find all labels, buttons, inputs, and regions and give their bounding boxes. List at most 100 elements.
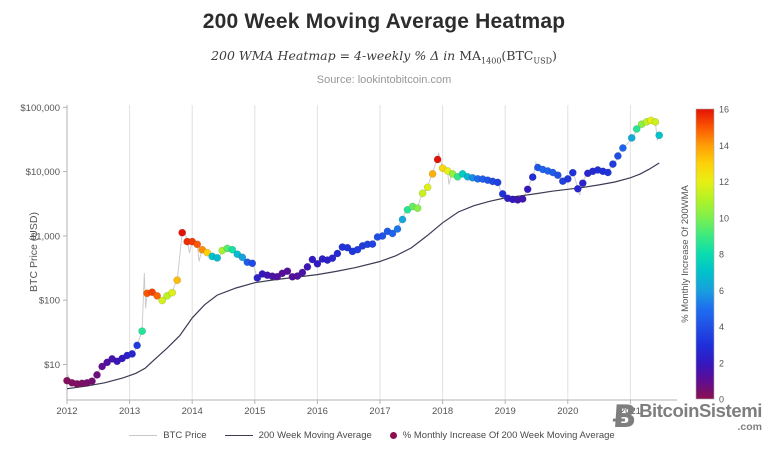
data-point (433, 155, 442, 164)
data-point (573, 184, 582, 193)
colorbar-tick-label: 10 (719, 213, 729, 223)
y-tick-label: $100,000 (20, 103, 60, 114)
x-tick-label: 2017 (369, 406, 390, 417)
colorbar-tick-label: 8 (719, 250, 724, 260)
data-point (413, 204, 422, 213)
data-point (168, 288, 177, 297)
legend-label: 200 Week Moving Average (258, 430, 372, 441)
data-point (333, 249, 342, 258)
legend-item-btc-price: BTC Price (129, 430, 207, 441)
data-point (238, 253, 247, 262)
colorbar (695, 108, 715, 400)
data-point (493, 178, 502, 187)
data-point (523, 185, 532, 194)
data-point (293, 272, 302, 280)
data-point (498, 190, 507, 198)
data-point (303, 263, 312, 271)
data-point (655, 131, 664, 140)
y-tick-label: $10,000 (26, 167, 60, 178)
y-tick-label: $1,000 (31, 231, 60, 242)
heatmap-dot-swatch (389, 432, 397, 439)
data-point (313, 259, 322, 268)
data-point (283, 267, 292, 276)
legend-item-monthly-increase: % Monthly Increase Of 200 Week Moving Av… (389, 430, 615, 441)
bitcoin-logo-icon: Ƀ (612, 399, 639, 435)
data-point (563, 175, 572, 183)
data-point (103, 358, 111, 367)
data-point (93, 371, 101, 379)
y-tick-label: $100 (39, 296, 60, 307)
wma-line-swatch (224, 435, 253, 436)
data-point (213, 254, 222, 262)
data-point (193, 240, 202, 249)
data-point (632, 125, 641, 133)
x-tick-label: 2018 (432, 406, 453, 417)
subtitle-formula: 200 WMA Heatmap = 4-weekly % Δ in (211, 48, 460, 63)
brand-name: BitcoinSistemi (639, 400, 762, 421)
data-point (627, 134, 636, 142)
colorbar-title: % Monthly Increase Of 200WMA (680, 184, 691, 322)
data-point (604, 168, 612, 177)
btc-price-line-swatch (129, 435, 158, 436)
data-point (138, 327, 146, 336)
data-point (98, 362, 106, 371)
colorbar-tick-label: 14 (719, 141, 729, 151)
data-point (388, 229, 397, 238)
data-point (253, 274, 262, 282)
data-point (578, 179, 587, 188)
data-point (378, 232, 387, 240)
data-point (298, 268, 307, 277)
heatmap-dots (63, 116, 664, 388)
brand-tld: .com (737, 420, 762, 433)
data-point (228, 245, 237, 254)
gridlines (129, 105, 631, 400)
x-tick-label: 2014 (182, 406, 203, 417)
colorbar-tick-label: 4 (719, 322, 724, 332)
wma-200-line (66, 162, 660, 390)
legend-label: BTC Price (163, 430, 207, 441)
data-point (528, 173, 537, 181)
data-point (619, 144, 627, 152)
data-point (651, 118, 660, 126)
page-title: 200 Week Moving Average Heatmap (202, 10, 566, 33)
data-point (614, 152, 622, 160)
legend: BTC Price 200 Week Moving Average % Mont… (67, 430, 677, 441)
data-point (553, 171, 562, 180)
y-axis-title: BTC Price (USD) (28, 212, 40, 292)
data-point (153, 291, 161, 300)
legend-label: % Monthly Increase Of 200 Week Moving Av… (402, 430, 615, 441)
colorbar-tick-label: 0 (719, 395, 724, 405)
data-point (393, 225, 402, 233)
data-point (158, 296, 167, 305)
data-point (398, 215, 407, 224)
y-tick-label: $10 (44, 360, 60, 371)
data-point (353, 245, 362, 254)
data-point (423, 183, 432, 192)
data-point (518, 195, 527, 203)
data-point (133, 341, 141, 350)
btc-price-line (66, 118, 660, 385)
colorbar-tick-label: 6 (719, 286, 724, 296)
source-label: Source: lookintobitcoin.com (316, 74, 452, 86)
data-point (428, 170, 437, 178)
data-point (128, 350, 136, 358)
data-point (368, 240, 377, 248)
x-tick-label: 2012 (56, 406, 77, 417)
brand-logo: Ƀ BitcoinSistemi .com (612, 399, 762, 435)
data-point (88, 377, 96, 386)
legend-item-200wma: 200 Week Moving Average (224, 430, 372, 441)
data-point (248, 259, 257, 268)
data-point (203, 248, 212, 257)
data-point (568, 168, 577, 177)
data-point (148, 288, 156, 297)
chart-subtitle: 200 WMA Heatmap = 4-weekly % Δ in MA1400… (211, 48, 557, 66)
x-tick-label: 2019 (495, 406, 516, 417)
data-point (308, 255, 317, 264)
data-point (609, 160, 617, 168)
data-point (173, 276, 182, 285)
colorbar-tick-label: 2 (719, 358, 724, 368)
x-tick-label: 2020 (557, 406, 578, 417)
data-point (178, 228, 187, 237)
x-tick-label: 2013 (119, 406, 140, 417)
